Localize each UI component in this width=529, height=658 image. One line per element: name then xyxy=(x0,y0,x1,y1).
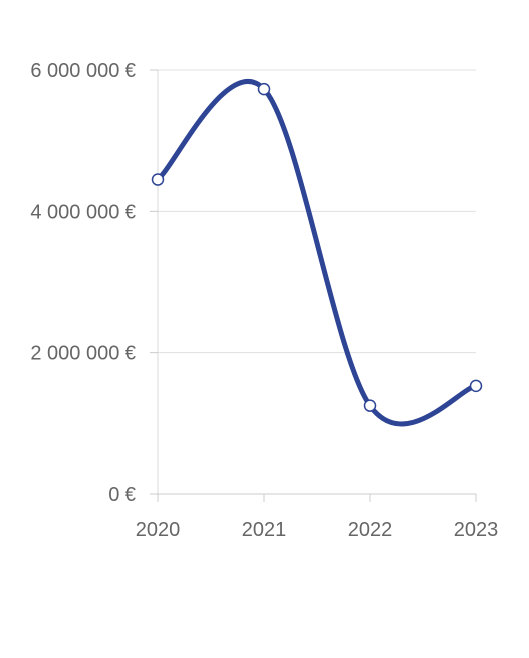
y-tick-label: 6 000 000 € xyxy=(30,60,136,82)
x-tick-label: 2020 xyxy=(136,519,181,541)
data-point xyxy=(257,82,271,96)
y-tick-label: 2 000 000 € xyxy=(30,343,136,365)
x-tick-label: 2022 xyxy=(348,519,393,541)
y-tick-label: 4 000 000 € xyxy=(30,201,136,223)
data-point xyxy=(151,173,165,186)
data-points xyxy=(151,82,483,412)
gridlines xyxy=(158,69,476,354)
data-point xyxy=(469,379,483,393)
y-axis-ticks: 0 € 2 000 000 € 4 000 000 € 6 000 000 € xyxy=(30,60,158,506)
x-tick-label: 2023 xyxy=(454,519,499,541)
series-line xyxy=(155,78,479,427)
x-tick-label: 2021 xyxy=(242,519,287,541)
x-axis-ticks: 2020 2021 2022 2023 xyxy=(136,494,499,541)
y-tick-label: 0 € xyxy=(108,484,136,506)
data-point xyxy=(363,399,377,412)
